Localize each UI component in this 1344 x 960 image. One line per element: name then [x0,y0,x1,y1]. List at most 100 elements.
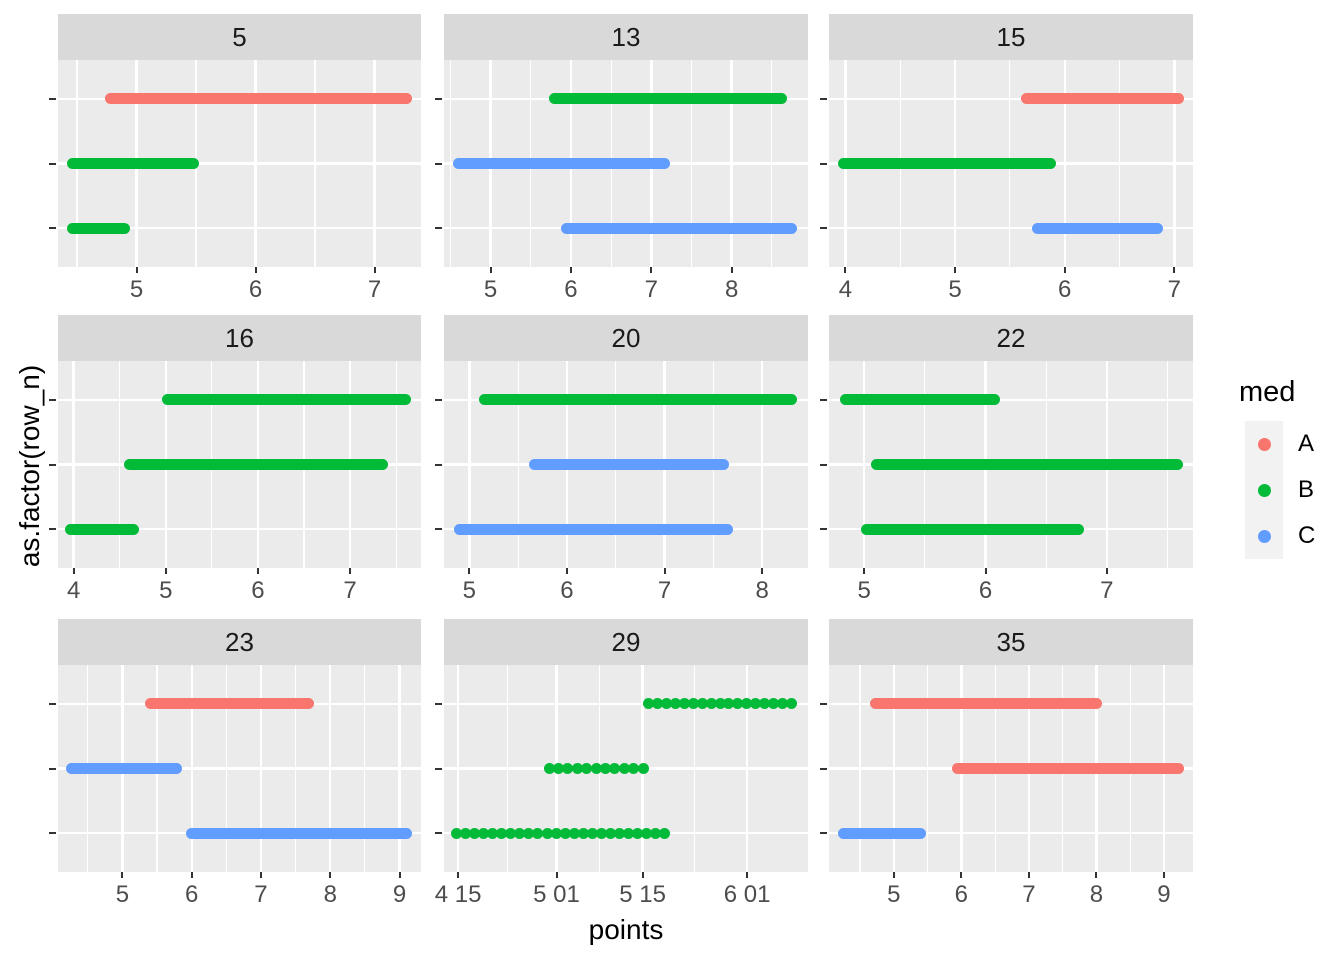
data-point [631,827,643,839]
y-tick-mark [435,162,442,165]
data-point [669,698,681,710]
x-tick-label: 8 [323,881,337,908]
facet-strip-label: 5 [232,21,247,52]
gridline-major-h [829,398,1193,401]
facet-panel [444,361,808,568]
y-tick-mark [435,832,442,835]
y-tick-mark [49,398,56,401]
x-tick-label: 7 [254,881,268,908]
segment-run [837,827,927,839]
x-tick-label: 6 [978,577,993,604]
y-tick-mark [49,528,56,531]
x-tick-mark [555,872,558,878]
x-tick-mark [565,568,568,574]
x-tick-label: 4 15 [434,881,482,908]
x-tick-label: 5 [887,881,901,908]
y-tick-mark [49,832,56,835]
facet-panel [829,361,1193,568]
x-tick-label: 5 [483,276,498,303]
y-tick-mark [820,162,827,165]
data-point [618,763,630,774]
y-tick-mark [820,767,827,770]
x-tick-label: 5 [462,577,477,604]
facet-strip-label: 13 [611,21,641,52]
y-tick-mark [820,702,827,705]
data-point [559,827,571,839]
y-tick-mark [49,97,56,100]
x-tick-label: 7 [1022,881,1036,908]
data-point [776,698,788,710]
x-axis-title: points [588,914,664,945]
data-point [590,763,602,774]
data-point [487,827,499,839]
segment-run [66,222,131,234]
data-point [741,698,753,710]
x-tick-label: 5 [115,881,130,908]
data-point [609,763,621,774]
data-point [687,698,699,710]
data-point [705,698,717,710]
facet-strip: 16 [58,315,421,361]
x-tick-mark [457,872,460,878]
data-point [613,827,625,839]
facet-panel [58,60,421,267]
facet-strip: 20 [444,315,808,361]
data-point [532,827,544,839]
data-point [643,698,655,710]
x-tick-label: 6 [954,881,969,908]
segment-run [65,523,140,535]
facet-strip-label: 23 [225,626,254,657]
x-tick-mark [164,568,167,574]
y-tick-mark [435,463,442,466]
facet-panel [58,361,421,568]
data-point [640,827,652,839]
x-tick-mark [190,872,193,878]
data-point [750,698,762,710]
gridline-major-h [58,527,421,531]
y-tick-mark [49,767,56,770]
data-point [604,827,616,839]
segment-run [162,394,411,406]
segment-run [549,93,787,105]
facet-panel [444,60,808,267]
y-tick-mark [435,398,442,401]
segment-run [840,394,1000,406]
x-tick-mark [1105,568,1108,574]
x-tick-mark [650,267,653,273]
facet-strip: 13 [444,14,808,60]
x-tick-label: 6 [185,881,199,908]
x-tick-label: 4 [66,577,81,604]
x-tick-mark [569,267,572,273]
data-point [649,827,661,839]
x-tick-label: 7 [367,276,382,303]
x-tick-label: 6 [560,577,574,604]
facet-panel [58,665,421,872]
facet-strip-label: 35 [996,626,1026,657]
x-tick-label: 5 [857,577,871,604]
facet-panel [829,665,1193,872]
gridline-major-h [58,162,421,165]
data-point [595,827,607,839]
y-tick-mark [820,227,827,230]
x-tick-label: 5 01 [533,881,580,908]
data-point [568,827,580,839]
data-point [714,698,726,710]
y-tick-mark [820,528,827,531]
data-point [541,827,553,839]
x-tick-label: 6 [251,577,265,604]
legend-item-b: B [1245,467,1315,513]
data-point [723,698,735,710]
y-tick-mark [435,227,442,230]
data-point [577,827,589,839]
y-tick-mark [49,463,56,466]
x-tick-mark [329,872,332,878]
data-point [678,698,690,710]
data-point [571,763,583,774]
segment-run [1020,93,1185,105]
x-tick-mark [746,872,749,878]
data-point [478,827,490,839]
segment-run [861,523,1085,535]
data-point [451,827,463,839]
x-tick-label: 6 [248,276,263,303]
x-tick-label: 5 [159,577,173,604]
